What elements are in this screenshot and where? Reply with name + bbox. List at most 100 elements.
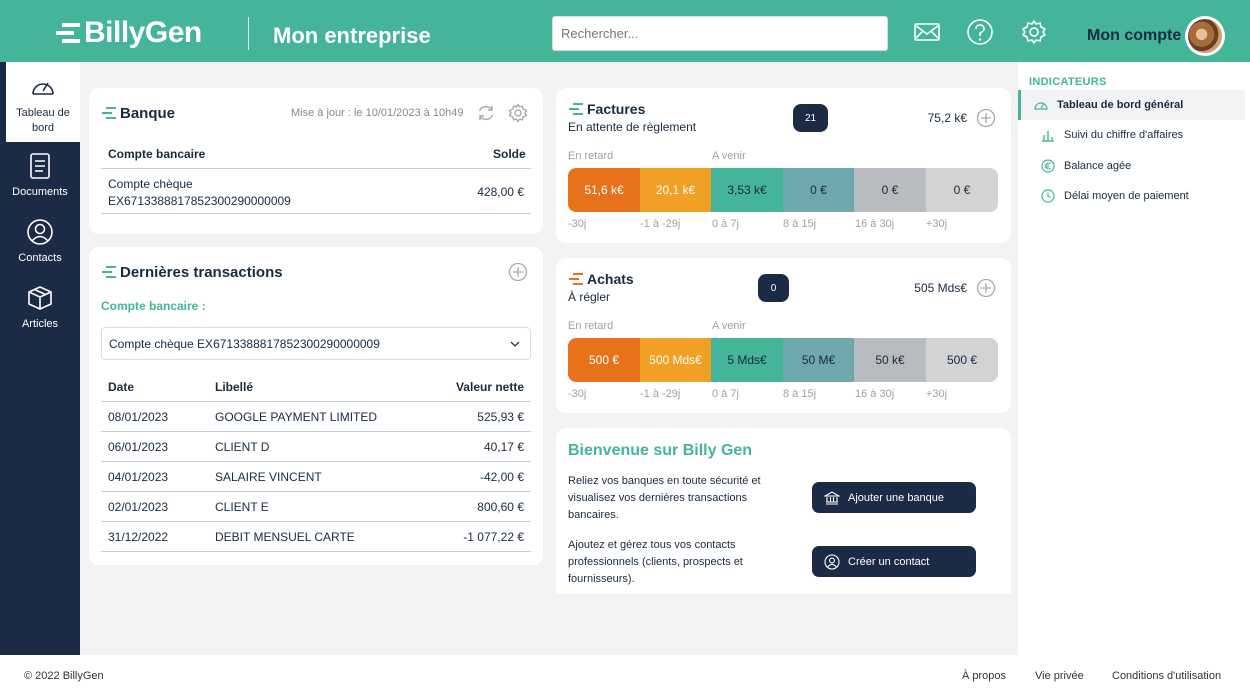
nav-label-dashboard: Tableau de bord xyxy=(16,107,70,134)
indicator-label: Tableau de bord général xyxy=(1057,99,1184,111)
aging-segment[interactable]: 3,53 k€ xyxy=(711,168,783,212)
row-divider xyxy=(101,521,531,522)
avatar[interactable] xyxy=(1185,16,1225,56)
tx-amount: -42,00 € xyxy=(479,470,524,484)
footer: © 2022 BillyGen À propos Vie privée Cond… xyxy=(0,655,1250,697)
mail-icon[interactable] xyxy=(913,18,941,46)
upcoming-label: A venir xyxy=(712,150,746,162)
account-label[interactable]: Mon compte xyxy=(1087,27,1182,44)
document-icon xyxy=(30,153,50,179)
tx-amount: 800,60 € xyxy=(477,500,524,514)
tx-date: 02/01/2023 xyxy=(108,500,169,514)
stack-icon xyxy=(569,103,583,115)
tx-amount: -1 077,22 € xyxy=(463,530,524,544)
range-label: 16 à 30j xyxy=(855,388,895,400)
create-contact-label: Créer un contact xyxy=(848,555,930,568)
row-divider xyxy=(101,491,531,492)
invoices-total: 75,2 k€ xyxy=(927,111,967,125)
tx-label: SALAIRE VINCENT xyxy=(215,470,322,484)
footer-link-terms[interactable]: Conditions d'utilisation xyxy=(1112,670,1222,682)
stack-icon xyxy=(569,273,583,285)
logo-text: BillyGen xyxy=(84,16,202,49)
welcome-contact-text: Ajoutez et gérez tous vos contacts profe… xyxy=(568,539,743,585)
purchases-aging-bar: 500 € 500 Mds€ 5 Mds€ 50 M€ 50 k€ 500 € xyxy=(568,338,998,382)
aging-segment[interactable]: 51,6 k€ xyxy=(568,168,640,212)
row-divider xyxy=(101,213,531,214)
range-label: -30j xyxy=(568,388,587,400)
row-divider xyxy=(101,461,531,462)
tx-label: CLIENT D xyxy=(215,440,270,454)
help-icon[interactable] xyxy=(966,18,994,46)
nav-item-articles[interactable]: Articles xyxy=(0,284,80,330)
indicator-payment-delay[interactable]: Délai moyen de paiement xyxy=(1030,181,1245,211)
left-nav: Tableau de bord Documents Contacts Artic… xyxy=(0,62,80,655)
bank-settings-icon[interactable] xyxy=(508,103,528,123)
tx-date: 06/01/2023 xyxy=(108,440,169,454)
col-account: Compte bancaire xyxy=(108,147,206,161)
aging-segment[interactable]: 500 € xyxy=(926,338,998,382)
row-divider xyxy=(101,431,531,432)
nav-item-documents[interactable]: Documents xyxy=(0,152,80,198)
aging-segment[interactable]: 0 € xyxy=(926,168,998,212)
chevron-down-icon xyxy=(510,341,520,347)
aging-segment[interactable]: 500 Mds€ xyxy=(640,338,711,382)
footer-link-privacy[interactable]: Vie privée xyxy=(1035,670,1084,682)
logo[interactable]: BillyGen xyxy=(56,16,202,50)
nav-item-contacts[interactable]: Contacts xyxy=(0,218,80,264)
tx-date: 31/12/2022 xyxy=(108,530,169,544)
range-label: -30j xyxy=(568,218,587,230)
indicators-panel: INDICATEURS Tableau de bord général Suiv… xyxy=(1018,62,1250,655)
nav-item-dashboard[interactable]: Tableau de bord xyxy=(6,62,80,142)
clock-icon xyxy=(1041,189,1055,203)
add-invoice-icon[interactable] xyxy=(976,108,996,128)
add-purchase-icon[interactable] xyxy=(976,278,996,298)
aging-segment[interactable]: 50 k€ xyxy=(854,338,926,382)
range-label: 8 à 15j xyxy=(783,388,817,400)
tx-date: 08/01/2023 xyxy=(108,410,169,424)
tx-amount: 525,93 € xyxy=(477,410,524,424)
gauge-icon xyxy=(1034,102,1048,110)
invoices-count-badge: 21 xyxy=(793,104,828,132)
aging-segment[interactable]: 50 M€ xyxy=(783,338,854,382)
col-date: Date xyxy=(108,380,135,394)
box-icon xyxy=(28,286,52,310)
user-icon xyxy=(27,219,53,245)
indicator-revenue[interactable]: Suivi du chiffre d'affaires xyxy=(1030,120,1245,150)
indicators-heading: INDICATEURS xyxy=(1029,76,1107,88)
range-label: -1 à -29j xyxy=(640,388,681,400)
indicator-general-dashboard[interactable]: Tableau de bord général xyxy=(1018,90,1245,120)
indicator-aged-balance[interactable]: Balance agée xyxy=(1030,151,1245,181)
welcome-card: Bienvenue sur Billy Gen Reliez vos banqu… xyxy=(556,428,1011,594)
indicator-label: Délai moyen de paiement xyxy=(1064,190,1189,202)
col-net-value: Valeur nette xyxy=(455,380,524,394)
aging-segment[interactable]: 0 € xyxy=(854,168,926,212)
refresh-icon[interactable] xyxy=(476,103,496,123)
purchases-subtitle: À régler xyxy=(568,290,611,304)
row-divider xyxy=(101,551,531,552)
search-input[interactable] xyxy=(552,16,888,51)
aging-segment[interactable]: 5 Mds€ xyxy=(711,338,783,382)
col-balance: Solde xyxy=(493,147,526,161)
bank-updated: Mise à jour : le 10/01/2023 à 10h49 xyxy=(291,107,464,119)
tx-label: CLIENT E xyxy=(215,500,269,514)
account-select-label: Compte bancaire : xyxy=(101,299,206,313)
account-select-value: Compte chèque EX671338881785230029000000… xyxy=(109,337,380,351)
copyright: © 2022 BillyGen xyxy=(24,670,104,682)
welcome-bank-text: Reliez vos banques en toute sécurité et … xyxy=(568,475,761,521)
aging-segment[interactable]: 500 € xyxy=(568,338,640,382)
footer-link-about[interactable]: À propos xyxy=(962,670,1007,682)
settings-icon[interactable] xyxy=(1020,18,1048,46)
add-bank-button[interactable]: Ajouter une banque xyxy=(812,482,976,513)
indicator-label: Balance agée xyxy=(1064,160,1132,172)
account-select[interactable]: Compte chèque EX671338881785230029000000… xyxy=(101,327,531,360)
range-label: 0 à 7j xyxy=(712,388,739,400)
range-label: 0 à 7j xyxy=(712,218,739,230)
create-contact-button[interactable]: Créer un contact xyxy=(812,546,976,577)
aging-segment[interactable]: 0 € xyxy=(783,168,854,212)
add-transaction-icon[interactable] xyxy=(508,262,528,282)
aging-segment[interactable]: 20,1 k€ xyxy=(640,168,711,212)
range-label: 8 à 15j xyxy=(783,218,817,230)
tx-label: DEBIT MENSUEL CARTE xyxy=(215,530,355,544)
header-divider xyxy=(248,17,249,50)
upcoming-label: A venir xyxy=(712,320,746,332)
